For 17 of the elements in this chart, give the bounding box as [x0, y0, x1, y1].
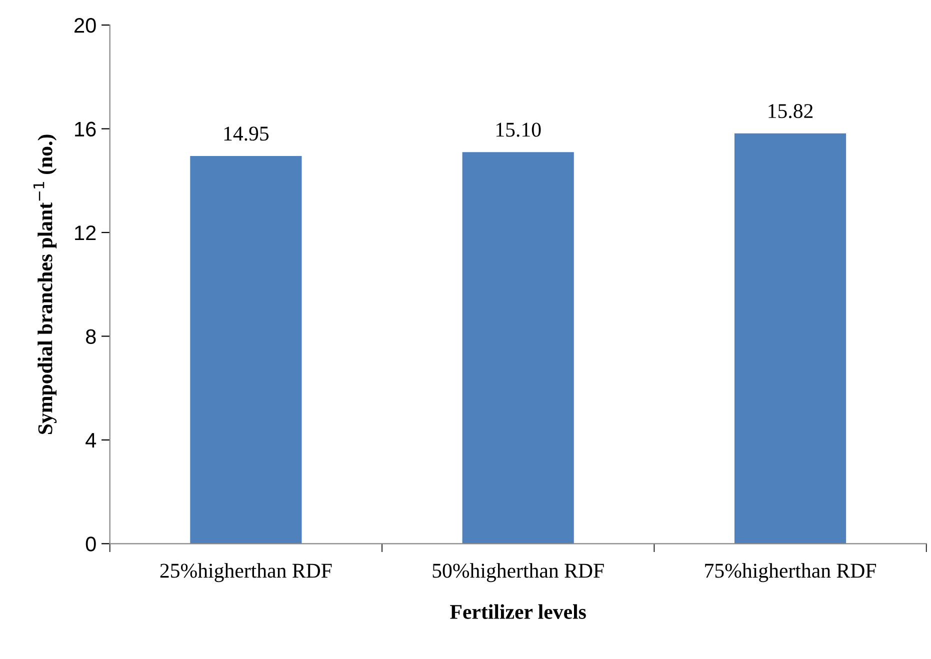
x-tick-label: 50%higherthan RDF	[432, 563, 604, 582]
bar	[190, 156, 302, 544]
x-tick-label: 25%higherthan RDF	[160, 563, 332, 582]
data-label: 14.95	[224, 126, 269, 141]
data-label: 15.82	[768, 104, 813, 118]
y-tick-label: 0	[86, 536, 96, 552]
x-axis-title: Fertilizer levels	[450, 604, 586, 619]
data-label: 15.10	[496, 122, 541, 137]
y-tick-label: 8	[86, 329, 96, 344]
bar	[462, 152, 574, 544]
y-axis-title: Sympodial branches plant$^{−1}$ (no.)	[33, 134, 57, 434]
x-tick-label: 75%higherthan RDF	[705, 563, 876, 582]
y-tick-label: 16	[75, 122, 96, 137]
y-tick-label: 12	[75, 225, 96, 240]
y-tick-label: 4	[86, 433, 96, 448]
y-tick-label: 20	[74, 18, 96, 33]
bar	[734, 133, 846, 544]
